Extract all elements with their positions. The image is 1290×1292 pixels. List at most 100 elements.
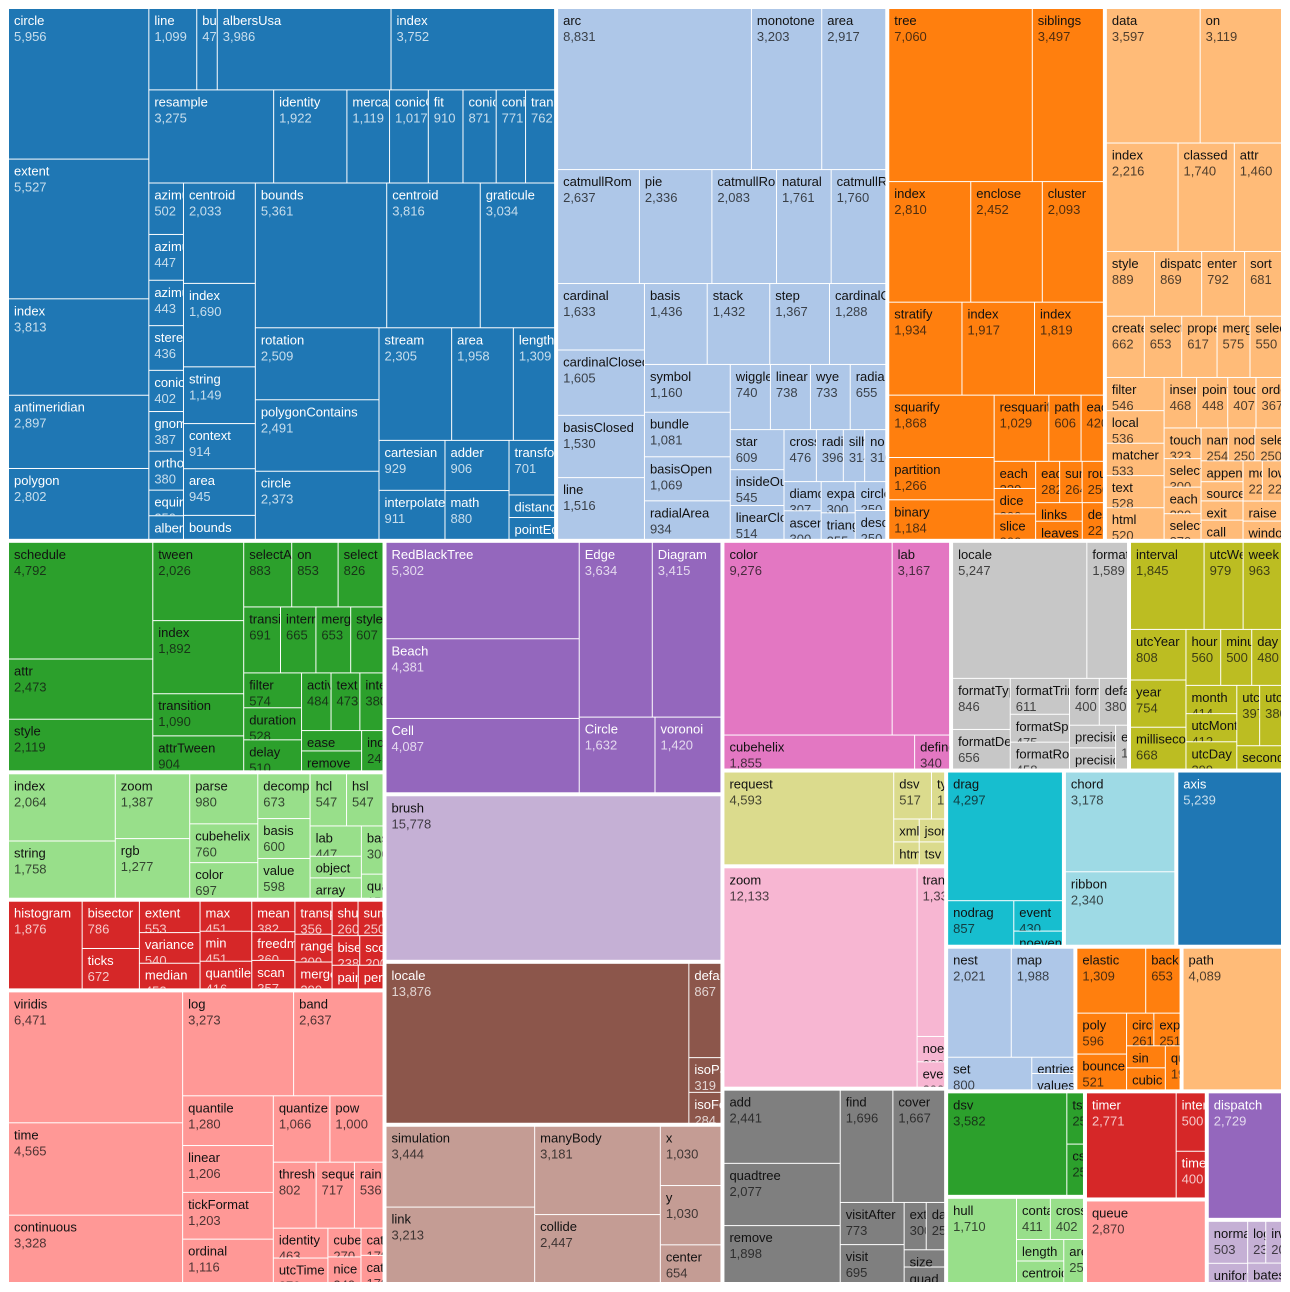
cell-label: point — [1202, 382, 1231, 397]
cell-value: 3,203 — [757, 29, 790, 44]
cell-label: circle — [14, 13, 44, 28]
cell-rect — [1186, 685, 1237, 714]
group: locale5,247format1,589formatTypes846form… — [953, 542, 1128, 769]
cell: raise220 — [1243, 501, 1281, 521]
cell-value: 1,696 — [846, 1111, 879, 1126]
cell-rect — [1186, 742, 1237, 769]
cell-value: 911 — [384, 511, 405, 526]
cell-label: graticule — [486, 187, 535, 202]
cell-label: transform — [515, 445, 570, 460]
cell-rect — [1243, 542, 1281, 629]
cell-label: decompose — [263, 778, 330, 793]
cell-value: 320 — [316, 877, 338, 892]
cell: remove340 — [302, 751, 362, 771]
cell-value: 2,802 — [14, 489, 47, 504]
cell: buffer470 — [197, 9, 217, 90]
cell-label: elastic — [1082, 953, 1119, 968]
cell-rect — [1106, 377, 1164, 411]
cell-label: transverseMercator — [531, 94, 644, 109]
cell-rect — [217, 9, 391, 90]
cell-label: conicEqualArea — [468, 94, 560, 109]
cell-label: enclose — [976, 186, 1021, 201]
cell-text: noevent200 — [923, 1041, 945, 1061]
cell-value: 387 — [154, 432, 176, 447]
cell-label: log — [188, 996, 205, 1011]
cell-rect — [255, 400, 379, 471]
cell-rect — [865, 430, 886, 482]
cell-label: remove — [307, 755, 350, 770]
cell-rect — [1042, 182, 1103, 302]
cell-rect — [361, 826, 383, 874]
cell-value: 653 — [1150, 337, 1172, 352]
cell-rect — [1217, 316, 1250, 377]
cell-value: 250 — [1072, 1165, 1094, 1180]
cell-rect — [1237, 685, 1260, 746]
cell-rect — [1228, 428, 1255, 461]
cell-label: index — [397, 13, 429, 28]
cell-rect — [302, 751, 362, 771]
cell-value: 517 — [899, 793, 921, 808]
cell-text: extent300 — [910, 1207, 926, 1238]
cell-label: equirectangular — [154, 495, 244, 510]
cell: bounds485 — [183, 515, 255, 539]
cell-value: 255 — [827, 533, 849, 548]
cell-rect — [1032, 1057, 1074, 1074]
cell-label: brush — [392, 800, 425, 815]
cell-value: 475 — [1016, 735, 1038, 750]
cell-value: 5,956 — [14, 29, 47, 44]
cell-rect — [1164, 377, 1197, 428]
cell-label: index — [967, 307, 999, 322]
cell-value: 546 — [1112, 398, 1134, 413]
cell-label: classed — [1184, 148, 1228, 163]
cell-label: locale — [392, 968, 426, 983]
cell-label: scott — [365, 940, 393, 955]
cell-value: 412 — [1191, 734, 1213, 749]
cell-rect — [244, 673, 302, 708]
cell-label: contains — [1022, 1203, 1071, 1218]
cell-text: eachAfter420 — [1087, 400, 1103, 431]
cell-rect — [831, 170, 886, 284]
cell-label: utcWeek — [1210, 547, 1261, 562]
cell-rect — [889, 458, 994, 500]
cell-rect — [252, 932, 295, 960]
cell-rect — [784, 430, 816, 482]
cell-rect — [362, 731, 383, 771]
cell-value: 717 — [322, 1183, 344, 1198]
cell-label: distance — [515, 499, 563, 514]
cell-label: cardinal — [563, 288, 609, 303]
cell-label: html — [1112, 512, 1137, 527]
cell-label: touch — [1233, 382, 1265, 397]
